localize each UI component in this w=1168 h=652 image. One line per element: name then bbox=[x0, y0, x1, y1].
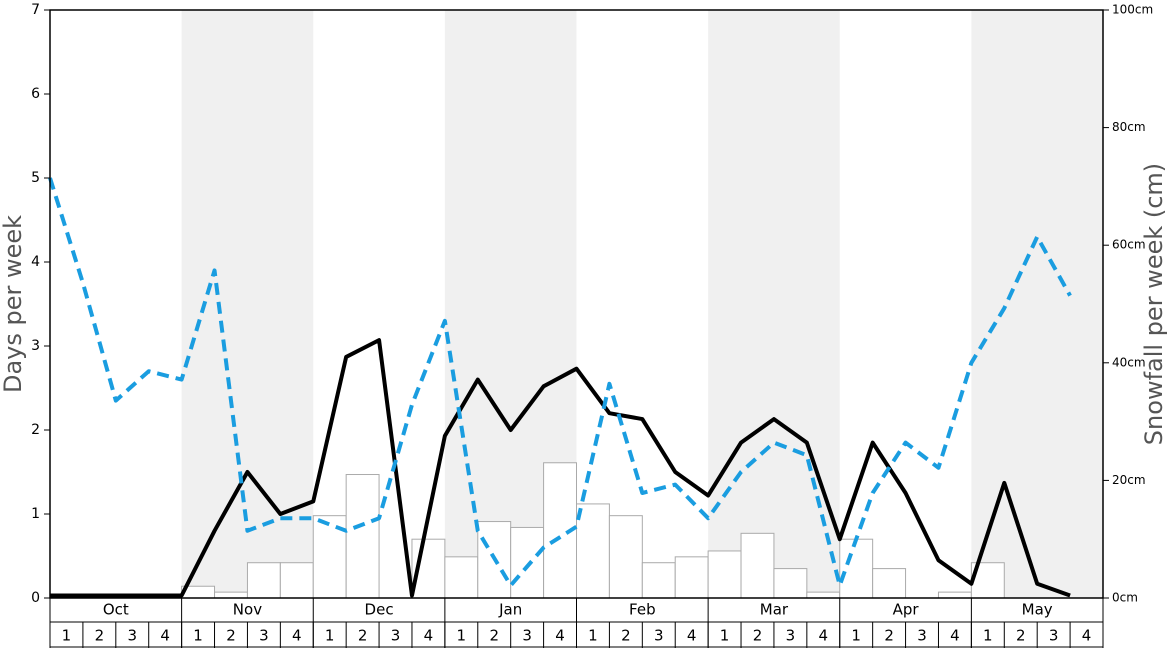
y-tick-label: 4 bbox=[31, 254, 40, 270]
bar bbox=[806, 591, 841, 599]
x-tick-label: 4 bbox=[424, 627, 434, 645]
month-shade bbox=[708, 10, 840, 598]
x-tick-label: 3 bbox=[654, 627, 664, 645]
bar bbox=[279, 562, 314, 599]
bar bbox=[641, 562, 676, 599]
y-tick-label: 6 bbox=[31, 86, 40, 102]
x-tick-label: 3 bbox=[259, 627, 269, 645]
x-tick-label: 2 bbox=[358, 627, 368, 645]
month-label: Nov bbox=[233, 601, 262, 619]
y2-tick-label: 100cm bbox=[1112, 3, 1153, 17]
line-series bbox=[50, 338, 1071, 598]
x-tick-label: 1 bbox=[851, 627, 861, 645]
x-tick-label: 3 bbox=[917, 627, 927, 645]
month-label: Oct bbox=[103, 601, 129, 619]
bar bbox=[773, 568, 808, 599]
y2-tick-label: 20cm bbox=[1112, 473, 1146, 487]
x-tick-label: 4 bbox=[687, 627, 697, 645]
y-tick-label: 5 bbox=[31, 170, 40, 186]
x-tick-label: 2 bbox=[95, 627, 105, 645]
x-tick-label: 1 bbox=[193, 627, 203, 645]
y2-tick-label: 60cm bbox=[1112, 238, 1146, 252]
bar bbox=[674, 556, 709, 599]
y-tick-label: 3 bbox=[31, 338, 40, 354]
x-tick-label: 4 bbox=[555, 627, 565, 645]
x-tick-label: 2 bbox=[753, 627, 763, 645]
x-tick-label: 1 bbox=[720, 627, 730, 645]
x-tick-label: 1 bbox=[983, 627, 993, 645]
bar bbox=[345, 474, 380, 599]
x-tick-label: 1 bbox=[457, 627, 467, 645]
bar bbox=[246, 562, 281, 599]
x-tick-label: 4 bbox=[292, 627, 302, 645]
month-label: Apr bbox=[893, 601, 920, 619]
x-tick-label: 4 bbox=[160, 627, 170, 645]
bar bbox=[477, 521, 512, 599]
month-label: Jan bbox=[498, 601, 522, 619]
x-tick-label: 2 bbox=[226, 627, 236, 645]
y-tick-label: 2 bbox=[31, 422, 40, 438]
y-tick-label: 7 bbox=[31, 2, 40, 18]
month-label: Mar bbox=[760, 601, 789, 619]
y2-axis-label: Snowfall per week (cm) bbox=[1140, 163, 1168, 445]
x-tick-label: 4 bbox=[1082, 627, 1092, 645]
bar bbox=[576, 503, 610, 599]
x-tick-label: 1 bbox=[325, 627, 335, 645]
month-label: Dec bbox=[365, 601, 394, 619]
x-tick-label: 1 bbox=[62, 627, 72, 645]
x-tick-label: 4 bbox=[819, 627, 829, 645]
bar bbox=[872, 568, 907, 599]
x-tick-label: 1 bbox=[588, 627, 598, 645]
x-tick-label: 3 bbox=[127, 627, 137, 645]
bar bbox=[707, 550, 742, 599]
line-series bbox=[48, 177, 1072, 588]
x-tick-label: 2 bbox=[1016, 627, 1026, 645]
y-axis-label: Days per week bbox=[0, 215, 27, 393]
y2-tick-label: 80cm bbox=[1112, 120, 1146, 134]
bar bbox=[214, 591, 248, 599]
background bbox=[181, 10, 1103, 598]
y2-tick-label: 0cm bbox=[1112, 591, 1138, 605]
x-tick-label: 2 bbox=[621, 627, 631, 645]
bar bbox=[937, 591, 972, 599]
bar bbox=[740, 532, 775, 599]
bar bbox=[444, 556, 479, 599]
x-tick-label: 3 bbox=[786, 627, 796, 645]
x-tick-label: 3 bbox=[391, 627, 401, 645]
x-tick-label: 4 bbox=[950, 627, 960, 645]
x-tick-label: 3 bbox=[522, 627, 532, 645]
y2-tick-label: 40cm bbox=[1112, 355, 1146, 369]
x-tick-label: 2 bbox=[489, 627, 499, 645]
month-shade bbox=[971, 10, 1103, 598]
bar bbox=[608, 515, 643, 599]
x-tick-label: 2 bbox=[884, 627, 894, 645]
x-tick-label: 3 bbox=[1049, 627, 1059, 645]
month-label: May bbox=[1022, 601, 1053, 619]
bar bbox=[510, 526, 545, 599]
y-tick-label: 0 bbox=[31, 590, 40, 606]
bar bbox=[839, 538, 874, 599]
y-tick-label: 1 bbox=[31, 506, 40, 522]
month-label: Feb bbox=[629, 601, 656, 619]
